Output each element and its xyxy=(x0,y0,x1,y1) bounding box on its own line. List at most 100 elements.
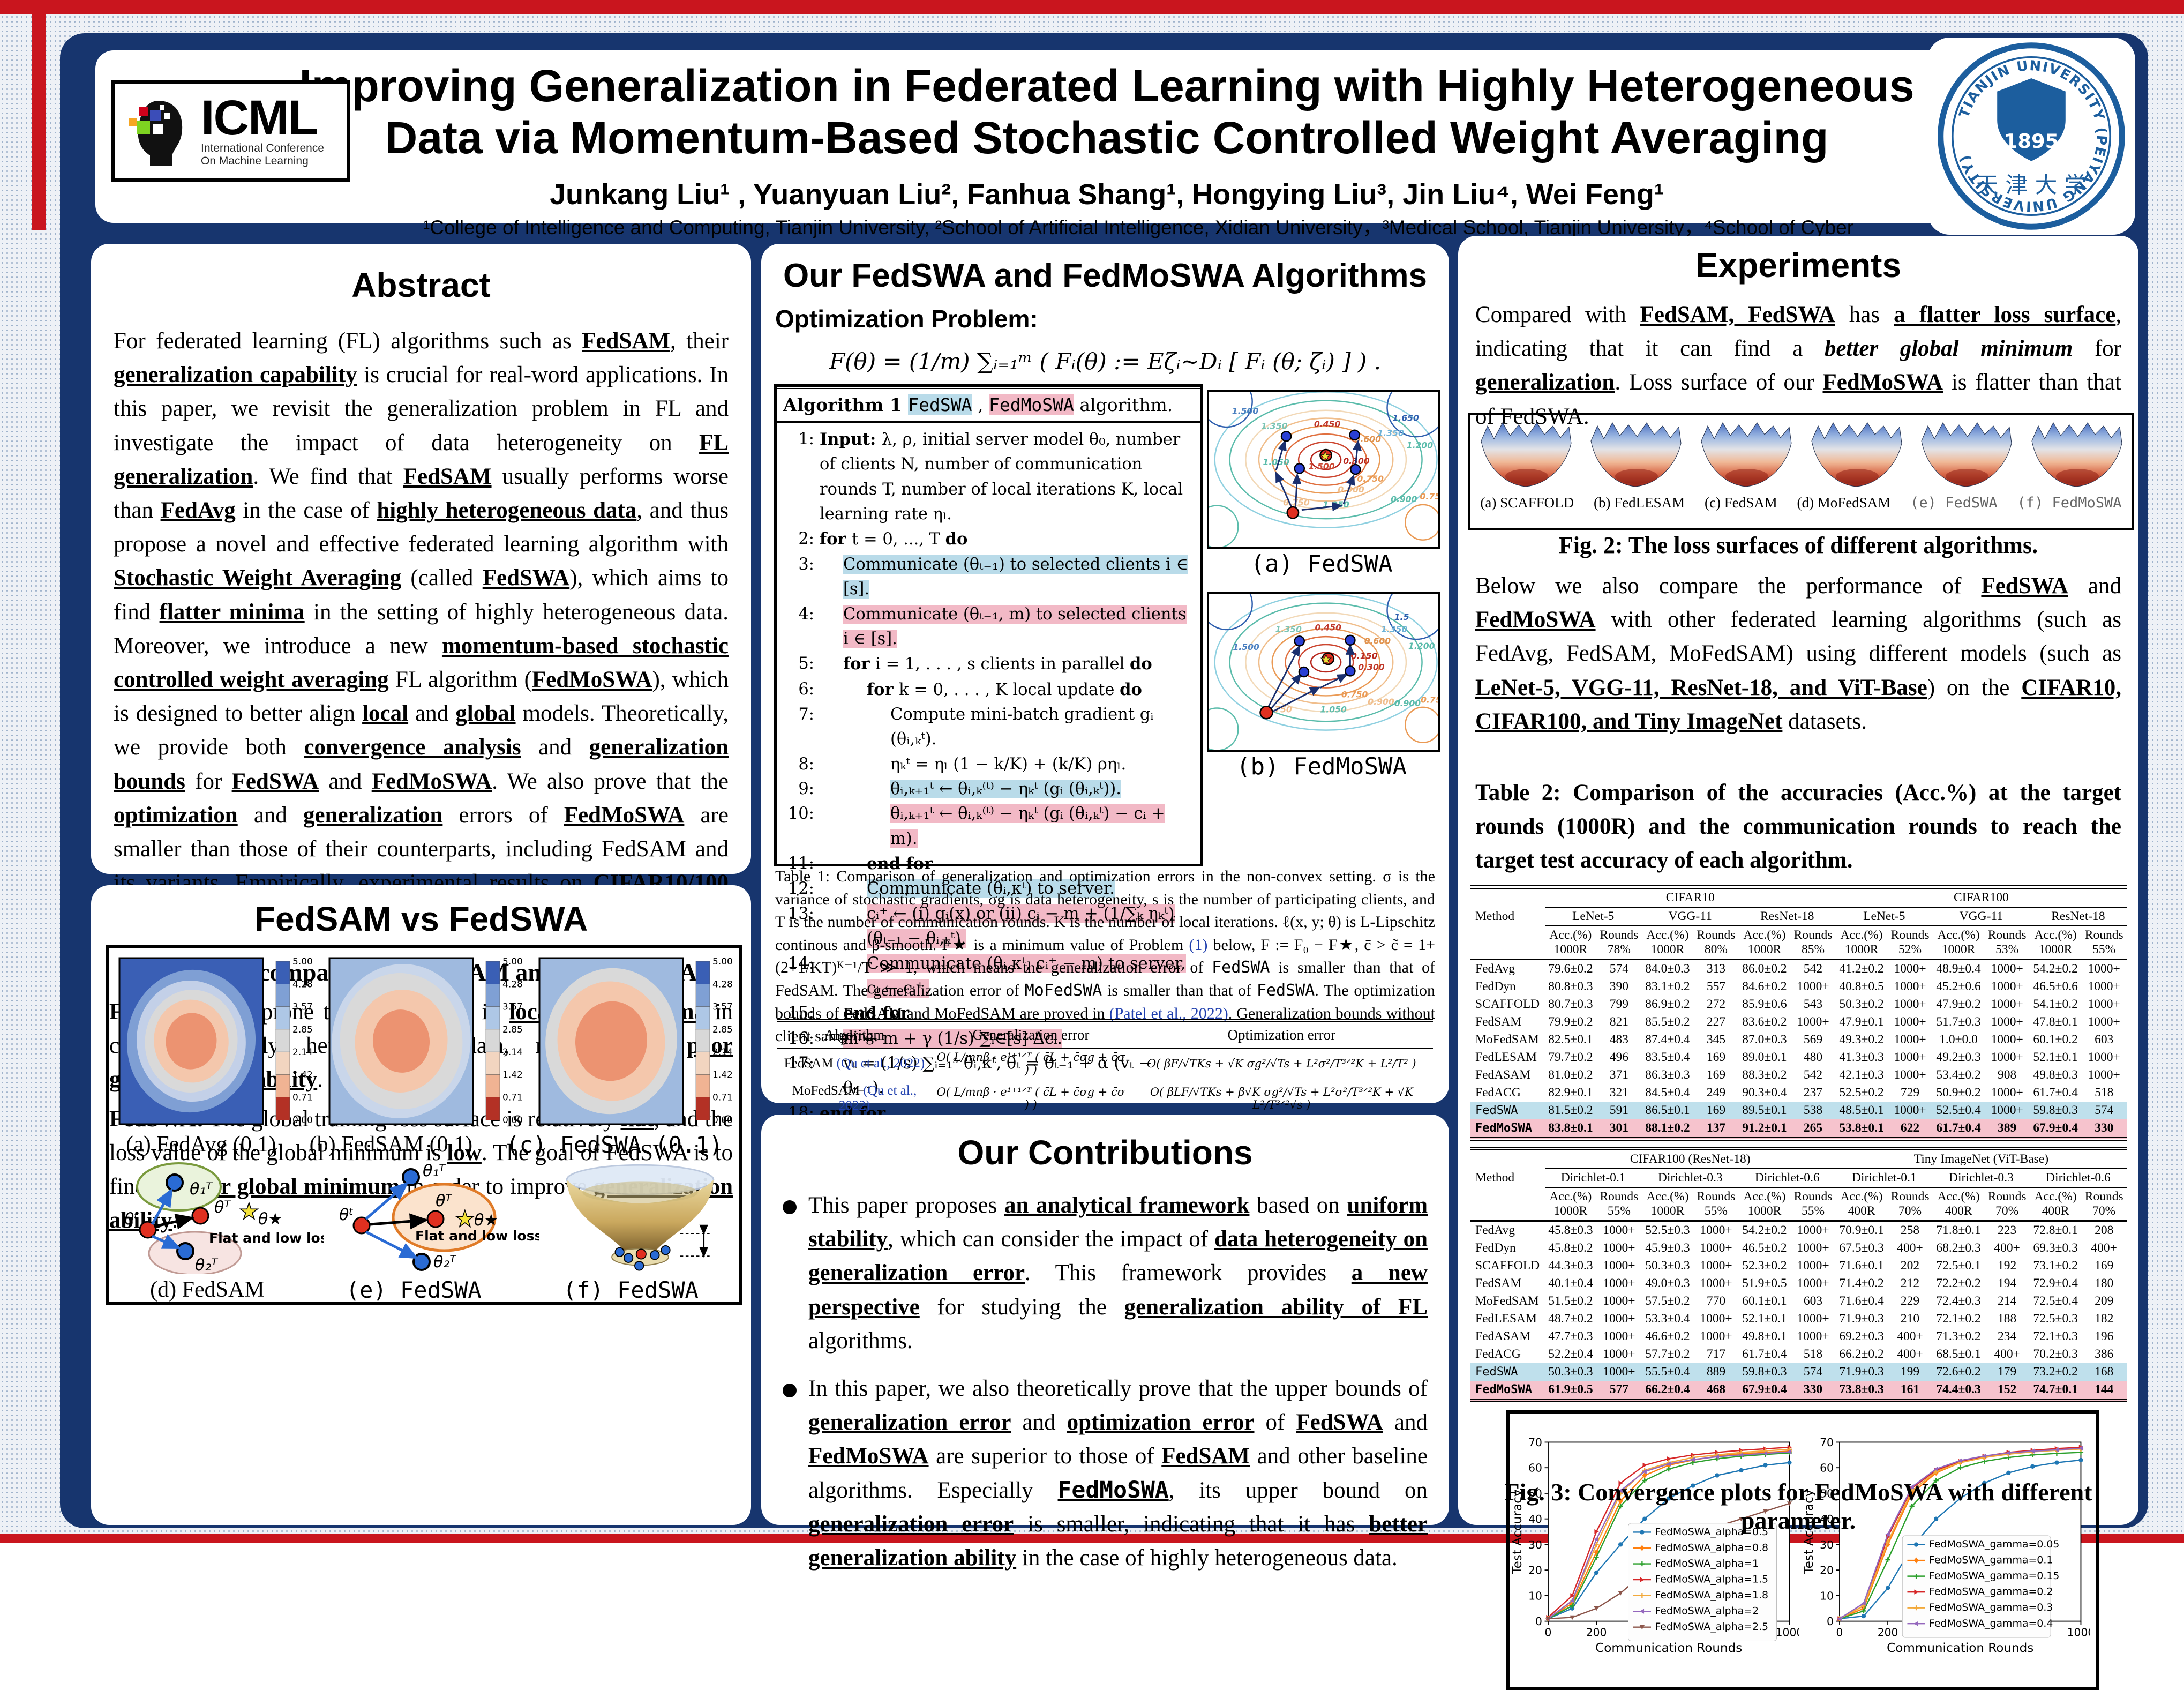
value-cell: 1000+ xyxy=(1894,1103,1926,1117)
value-cell: 67.9±0.4 xyxy=(1742,1382,1787,1396)
value-cell: 1000+ xyxy=(1797,979,1829,993)
table-cell: O( L∕mnβ · e¹⁺¹ᐟᵀ ( c̄L + c̄σg + c̄σ ) ) xyxy=(936,1051,1125,1076)
value-cell: 88.3±0.2 xyxy=(1742,1068,1787,1082)
model-header: ResNet-18 xyxy=(2029,907,2127,926)
value-cell: 40.8±0.5 xyxy=(1839,979,1884,993)
contour-level-label: 0.750 xyxy=(1421,695,1440,705)
value-cell: 48.5±0.1 xyxy=(1839,1103,1884,1117)
loss-surface-figure xyxy=(1811,422,1902,487)
value-cell: 1000+ xyxy=(1603,1312,1635,1326)
legend-entry: FedMoSWA_gamma=0.15 xyxy=(1929,1570,2059,1582)
value-cell: 390 xyxy=(1609,979,1629,993)
colorbar-tick: 2.143 xyxy=(292,1047,313,1058)
value-cell: 603 xyxy=(2095,1033,2114,1046)
value-cell: 66.2±0.4 xyxy=(1645,1382,1690,1396)
model-header: LeNet-5 xyxy=(1835,907,1933,926)
contour-level-label: 0.300 xyxy=(1358,662,1385,672)
contour-level-label: 1.200 xyxy=(1408,641,1435,651)
value-cell: 61.7±0.4 xyxy=(2033,1086,2078,1100)
value-cell: 72.8±0.1 xyxy=(2033,1223,2078,1237)
colorbar-tick: 1.429 xyxy=(292,1070,313,1080)
algorithm-line: 9: θᵢ,ₖ₊₁ᵗ ← θᵢ,ₖ⁽ᵗ⁾ − ηₖᵗ (gᵢ (θᵢ,ₖᵗ)). xyxy=(798,780,1121,799)
method-cell: MoFedSAM xyxy=(1475,1033,1539,1046)
y-tick-label: 70 xyxy=(1528,1436,1542,1449)
contour-level-label: 0.150 xyxy=(1351,650,1378,661)
fedsam-diagram: θ₁ᵀ θ₂ᵀ θᵗ θᵀ ★ θ★ Flat and low loss are… xyxy=(124,1162,324,1274)
value-cell: 386 xyxy=(2095,1347,2114,1361)
method-cell: FedLESAM xyxy=(1475,1312,1537,1326)
subcol-header: Rounds 55% xyxy=(2081,926,2127,960)
colorbar-tick: 5.000 xyxy=(292,956,313,967)
loss-funnel-figure xyxy=(566,1164,715,1271)
value-cell: 1000+ xyxy=(1797,1329,1829,1343)
value-cell: 83.8±0.1 xyxy=(1548,1121,1593,1135)
method-cell: FedAvg xyxy=(1475,1223,1515,1237)
table-cell: O( βF∕√TKs + √K σg²∕√Ts + L²σ²∕T³ᐟ²K + L… xyxy=(1147,1057,1416,1070)
contribution-text-2: In this paper, we also theoretically pro… xyxy=(808,1376,1428,1571)
value-cell: 61.9±0.5 xyxy=(1548,1382,1593,1396)
value-cell: 152 xyxy=(1997,1382,2017,1396)
method-cell: FedAvg xyxy=(1475,962,1515,976)
value-cell: 42.1±0.3 xyxy=(1839,1068,1884,1082)
colorbar-tick: 5.000 xyxy=(712,956,733,967)
table-group-header: CIFAR100 xyxy=(1835,887,2127,908)
value-cell: 1000+ xyxy=(1991,1015,2023,1029)
table2-dirichlet: CIFAR100 (ResNet-18) Tiny ImageNet (ViT-B… xyxy=(1470,1147,2127,1402)
value-cell: 45.9±0.3 xyxy=(1645,1241,1690,1255)
header-panel: Improving Generalization in Federated Le… xyxy=(95,50,2118,263)
method-cell: FedSWA xyxy=(1475,1365,1518,1379)
legend-entry: FedMoSWA_gamma=0.1 xyxy=(1929,1554,2053,1566)
table-row: FedMoSWA 61.9±0.5 577 66.2±0.4 468 67.9±0.4 33… xyxy=(1470,1381,2127,1401)
fig3-caption: Fig. 3: Convergence plots for FedMoSWA w… xyxy=(1504,1478,2092,1534)
value-cell: 44.3±0.3 xyxy=(1548,1259,1593,1273)
fig1-diagram-labels: (d) FedSAM (e) FedSWA (f) FedSWA xyxy=(109,1277,739,1303)
poster-title: Improving Generalization in Federated Le… xyxy=(299,61,1915,163)
value-cell: 70.2±0.3 xyxy=(2033,1347,2078,1361)
icml-wordmark: ICML International Conference On Machine… xyxy=(201,91,324,167)
algorithm-line: 17: vₜ = (1/s) ∑ᵢ₌₁ˢ θᵢ,ᴋᵗ, θₜ = θₜ₋₁ + α… xyxy=(787,1053,1153,1098)
value-cell: 52.2±0.4 xyxy=(1548,1347,1593,1361)
subcol-header: Rounds 55% xyxy=(1596,1187,1642,1222)
algorithm-line: 5: for i = 1, . . . , s clients in parall… xyxy=(798,654,1152,674)
value-cell: 84.5±0.4 xyxy=(1645,1086,1690,1100)
value-cell: 53.3±0.4 xyxy=(1645,1312,1690,1326)
theta2T-label: θ₂ᵀ xyxy=(433,1253,456,1272)
value-cell: 622 xyxy=(1900,1121,1920,1135)
value-cell: 330 xyxy=(1803,1382,1823,1396)
value-cell: 543 xyxy=(1803,997,1823,1011)
value-cell: 52.1±0.1 xyxy=(1742,1312,1787,1326)
value-cell: 1000+ xyxy=(1797,1223,1829,1237)
authors-line: Junkang Liu¹ , Yuanyuan Liu², Fanhua Sha… xyxy=(550,178,1664,211)
experiments-heading: Experiments xyxy=(1695,246,1902,285)
value-cell: 1000+ xyxy=(1603,1223,1635,1237)
contour-level-label: 1.5 xyxy=(1394,612,1409,622)
optimum-star-icon: ★ xyxy=(1319,448,1331,464)
value-cell: 821 xyxy=(1609,1015,1629,1029)
theta-T-label: θᵀ xyxy=(214,1198,231,1217)
value-cell: 79.9±0.2 xyxy=(1548,1015,1593,1029)
theta1T-label: θ₁ᵀ xyxy=(423,1162,446,1180)
value-cell: 73.1±0.2 xyxy=(2033,1259,2078,1273)
algorithm-line: 3: Communicate (θₜ₋₁) to selected clients… xyxy=(798,555,1188,599)
value-cell: 518 xyxy=(1803,1347,1823,1361)
value-cell: 577 xyxy=(1609,1382,1629,1396)
method-header: Method xyxy=(1475,1171,1515,1185)
value-cell: 1000+ xyxy=(1797,1241,1829,1255)
value-cell: 1000+ xyxy=(1991,962,2023,976)
value-cell: 265 xyxy=(1803,1121,1823,1135)
value-cell: 1000+ xyxy=(2088,979,2120,993)
value-cell: 371 xyxy=(1609,1068,1629,1082)
x-axis-label: Communication Rounds xyxy=(1887,1641,2033,1655)
colorbar-tick: 4.286 xyxy=(292,979,313,990)
flat-low-label: Flat and low loss area xyxy=(415,1228,539,1244)
y-tick-label: 40 xyxy=(1820,1513,1834,1526)
y-tick-label: 0 xyxy=(1827,1615,1834,1628)
value-cell: 90.3±0.4 xyxy=(1742,1086,1787,1100)
value-cell: 169 xyxy=(1706,1103,1726,1117)
table-row: FedLESAM 48.7±0.2 1000+ 53.3±0.4 1000+ 52.1±0… xyxy=(1470,1310,2127,1328)
legend-entry: FedMoSWA_alpha=1.5 xyxy=(1655,1574,1768,1586)
seal-chinese-name: 天 津 大 学 xyxy=(1976,171,2087,198)
y-tick-label: 10 xyxy=(1528,1589,1542,1602)
abstract-panel: Abstract For federated learning (FL) alg… xyxy=(91,244,751,997)
